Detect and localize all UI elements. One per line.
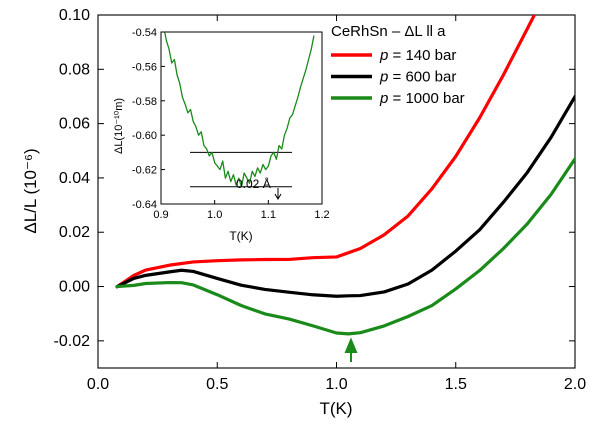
main-y-tick-label: 0.00 bbox=[59, 279, 90, 296]
inset-y-axis-label: ΔL(10⁻¹⁰m) bbox=[113, 98, 125, 154]
main-x-tick-label: 0.0 bbox=[87, 376, 109, 393]
inset-x-tick-label: 0.9 bbox=[153, 209, 168, 221]
legend-label-2: p = 600 bar bbox=[379, 69, 456, 86]
main-x-axis-label: T(K) bbox=[319, 399, 352, 418]
main-y-tick-label: 0.04 bbox=[59, 170, 90, 187]
main-y-tick-label: 0.02 bbox=[59, 224, 90, 241]
series-line-3 bbox=[115, 157, 575, 336]
legend-items: p = 140 bar p = 600 bar p = 1000 bar bbox=[331, 47, 465, 107]
main-x-tick-label: 1.0 bbox=[325, 376, 347, 393]
inset-x-axis-label: T(K) bbox=[229, 229, 252, 243]
minimum-arrow-icon bbox=[344, 337, 358, 362]
legend-label-3: p = 1000 bar bbox=[379, 90, 465, 107]
inset-y-tick-label: -0.58 bbox=[132, 96, 157, 108]
inset-chart: 0.9 1.0 1.1 1.2 -0.64-0.62-0.60-0.58-0.56-0… bbox=[113, 27, 330, 243]
inset-x-tick-label: 1.0 bbox=[207, 209, 222, 221]
main-y-tick-label: -0.02 bbox=[54, 333, 91, 350]
inset-x-axis: 0.9 1.0 1.1 1.2 bbox=[153, 200, 330, 221]
main-x-tick-label: 2.0 bbox=[564, 376, 586, 393]
series-line-1 bbox=[115, 15, 537, 289]
main-y-tick-label: 0.10 bbox=[59, 7, 90, 24]
main-y-tick-label: 0.06 bbox=[59, 116, 90, 133]
legend-label-1: p = 140 bar bbox=[379, 47, 456, 64]
inset-y-tick-label: -0.54 bbox=[132, 27, 157, 39]
main-y-axis-label: ΔL/L (10⁻⁶) bbox=[21, 148, 40, 233]
main-x-tick-label: 0.5 bbox=[206, 376, 228, 393]
inset-y-tick-label: -0.60 bbox=[132, 130, 157, 142]
main-chart: 0.0 0.5 1.0 1.5 2.0 -0.020.000.020.040.060.0… bbox=[21, 7, 586, 418]
inset-y-tick-label: -0.62 bbox=[132, 165, 157, 177]
legend-title: CeRhSn – ΔL ll a bbox=[331, 23, 446, 40]
inset-x-tick-label: 1.1 bbox=[261, 209, 276, 221]
main-y-tick-label: 0.08 bbox=[59, 61, 90, 78]
main-series-group bbox=[115, 15, 575, 336]
main-x-axis: 0.0 0.5 1.0 1.5 2.0 bbox=[87, 15, 586, 393]
series-line-2 bbox=[115, 94, 575, 298]
inset-y-tick-label: -0.64 bbox=[132, 199, 157, 211]
inset-series-line bbox=[164, 32, 315, 188]
inset-y-tick-label: -0.56 bbox=[132, 61, 157, 73]
inset-gap-annotation: 0.02 Å bbox=[236, 176, 271, 191]
main-y-axis: -0.02 0.00 0.02 0.04 0.06 0.08 0.10 bbox=[54, 7, 575, 350]
inset-y-axis: -0.64 -0.62 -0.60 -0.58 -0.56 -0.54 bbox=[132, 27, 165, 211]
inset-gap-arrow-icon bbox=[274, 188, 282, 200]
main-x-tick-label: 1.5 bbox=[445, 376, 467, 393]
inset-plot-frame bbox=[160, 31, 323, 205]
inset-series-group bbox=[164, 32, 315, 188]
inset-x-tick-label: 1.2 bbox=[314, 209, 329, 221]
